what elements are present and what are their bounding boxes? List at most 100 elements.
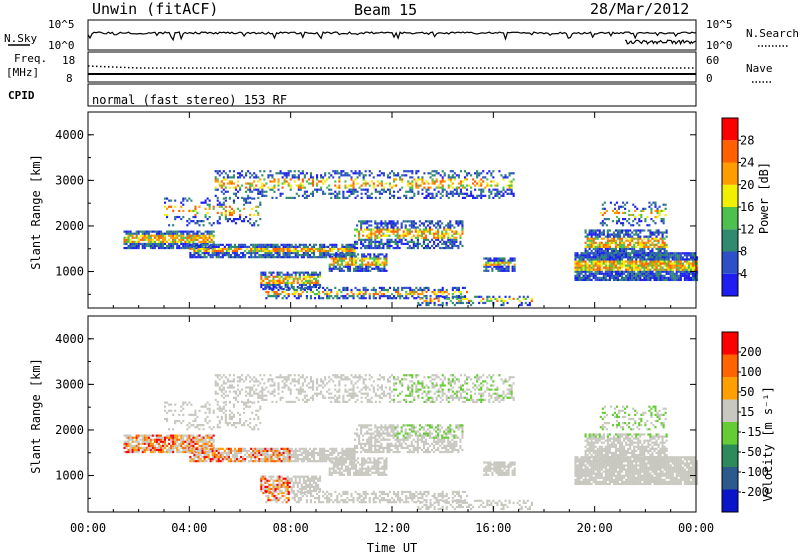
power-cell — [647, 262, 649, 264]
nsky-tick-low: 10^0 — [48, 39, 75, 52]
power-cell — [597, 244, 599, 246]
velocity-cell — [152, 443, 154, 445]
power-cell — [168, 243, 170, 245]
power-cell — [609, 260, 611, 262]
velocity-cell — [174, 435, 176, 437]
power-cell — [154, 247, 156, 249]
power-cell — [462, 180, 464, 182]
power-cell — [680, 258, 682, 260]
power-cell — [676, 254, 678, 256]
power-cell — [284, 172, 286, 174]
power-cell — [480, 300, 482, 302]
power-cell — [618, 220, 620, 222]
power-cell — [672, 269, 674, 271]
power-cell — [313, 252, 315, 254]
power-cell — [365, 182, 367, 184]
power-cell — [651, 250, 653, 252]
power-cell — [635, 238, 637, 240]
power-cell — [643, 252, 645, 254]
power-cell — [223, 184, 225, 186]
power-cell — [346, 293, 348, 295]
power-cell — [576, 260, 578, 262]
power-cell — [158, 239, 160, 241]
power-cell — [389, 182, 391, 184]
power-cell — [605, 273, 607, 275]
power-cell — [138, 231, 140, 233]
power-cell — [583, 252, 585, 254]
power-cell — [503, 264, 505, 266]
power-cell — [219, 222, 221, 224]
power-cell — [297, 272, 299, 274]
power-cell — [459, 220, 461, 222]
power-cell — [622, 224, 624, 226]
power-cell — [363, 257, 365, 259]
velocity-cell — [150, 435, 152, 437]
power-cell — [375, 289, 377, 291]
power-cell — [158, 243, 160, 245]
power-cell — [315, 248, 317, 250]
power-cell — [458, 289, 460, 291]
power-cell — [136, 237, 138, 239]
power-cell — [190, 239, 192, 241]
velocity-cell — [248, 450, 250, 452]
power-cell — [659, 212, 661, 214]
power-cell — [633, 279, 635, 281]
power-cell — [244, 250, 246, 252]
velocity-cell — [258, 452, 260, 454]
power-cell — [494, 298, 496, 300]
power-cell — [353, 264, 355, 266]
power-cell — [603, 233, 605, 235]
power-cell — [482, 302, 484, 304]
power-cell — [351, 250, 353, 252]
power-cell — [670, 273, 672, 275]
power-cell — [417, 302, 419, 304]
power-cell — [354, 228, 356, 230]
velocity-cell — [164, 447, 166, 449]
velocity-cell — [218, 458, 220, 460]
freq-panel-frame — [88, 52, 696, 82]
power-cell — [611, 269, 613, 271]
power-cell — [395, 247, 397, 249]
power-cell — [166, 231, 168, 233]
power-cell — [346, 197, 348, 199]
power-cell — [152, 235, 154, 237]
power-cell — [214, 254, 216, 256]
velocity-cell — [176, 445, 178, 447]
power-cell — [377, 266, 379, 268]
power-cell — [660, 279, 662, 281]
power-cell — [411, 239, 413, 241]
power-cell — [219, 204, 221, 206]
velocity-cell — [236, 456, 238, 458]
power-cell — [492, 197, 494, 199]
power-cell — [301, 254, 303, 256]
power-cell — [373, 255, 375, 257]
power-cell — [286, 172, 288, 174]
power-cell — [184, 237, 186, 239]
power-cell — [140, 243, 142, 245]
power-cell — [383, 172, 385, 174]
power-cell — [509, 187, 511, 189]
power-cell — [668, 264, 670, 266]
power-cell — [371, 172, 373, 174]
power-cell — [576, 279, 578, 281]
power-cell — [629, 273, 631, 275]
power-cell — [350, 176, 352, 178]
power-cell — [639, 275, 641, 277]
velocity-cell — [188, 439, 190, 441]
power-cell — [378, 228, 380, 230]
power-cell — [329, 270, 331, 272]
power-cell — [257, 180, 259, 182]
power-cell — [661, 210, 663, 212]
power-cell — [369, 184, 371, 186]
power-cell — [192, 210, 194, 212]
power-cell — [643, 246, 645, 248]
velocity-cell — [152, 447, 154, 449]
nsearch-trace — [625, 40, 696, 44]
power-cell — [411, 187, 413, 189]
power-cell — [174, 239, 176, 241]
power-cell — [645, 236, 647, 238]
power-cell — [429, 193, 431, 195]
power-cell — [490, 300, 492, 302]
power-cell — [615, 233, 617, 235]
